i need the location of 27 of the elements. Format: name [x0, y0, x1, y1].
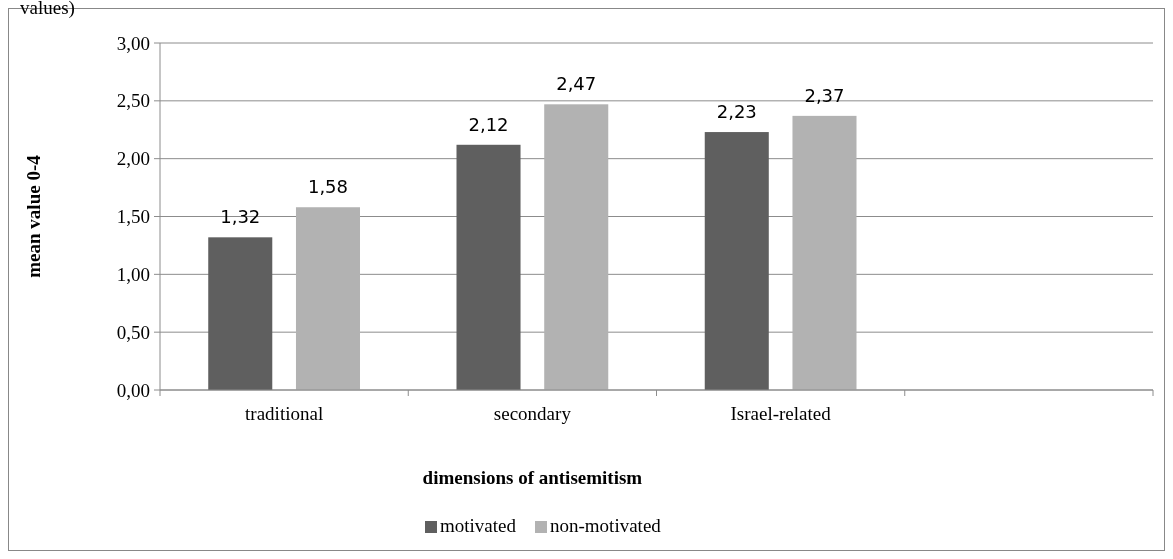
bar [704, 132, 769, 390]
text: 2,47 [556, 73, 597, 95]
bar [544, 104, 609, 390]
text: 2,12 [468, 113, 509, 135]
x-tick-label: Israel-related [730, 403, 832, 424]
y-tick-label: 1,00 [116, 263, 150, 285]
bar [456, 144, 521, 390]
text: 1,58 [307, 176, 349, 198]
x-axis-title: dimensions of antisemitism [422, 467, 643, 488]
y-tick-label: 2,00 [116, 148, 150, 170]
x-tick-label: traditional [245, 403, 324, 424]
text: 1,32 [220, 206, 261, 228]
y-tick-label: 2,50 [116, 90, 150, 112]
y-tick-label: 0,00 [116, 379, 150, 401]
legend-label: motivated [440, 515, 517, 536]
y-tick-label: 1,50 [116, 206, 150, 228]
text: 2,23 [716, 101, 757, 123]
y-axis-title: mean value 0-4 [23, 154, 44, 278]
bar [792, 115, 857, 390]
text: 2,37 [804, 84, 845, 106]
chart-title: values) [20, 0, 75, 19]
legend-label: non-motivated [550, 515, 662, 536]
y-tick-label: 3,00 [116, 32, 150, 54]
x-tick-label: secondary [493, 403, 572, 424]
bar [295, 207, 360, 390]
y-tick-label: 0,50 [116, 321, 150, 343]
bar [208, 237, 273, 390]
